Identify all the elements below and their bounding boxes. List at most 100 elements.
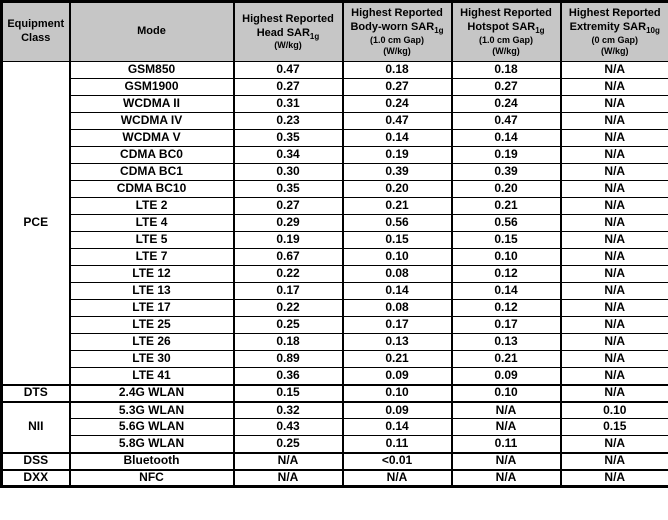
head-sar-cell: 0.25 bbox=[232, 435, 344, 453]
header-line: Body-worn SAR bbox=[350, 21, 435, 34]
body-worn-sar-cell: 0.09 bbox=[341, 400, 453, 419]
head-sar-cell: 0.23 bbox=[232, 112, 344, 130]
extremity-sar-cell: N/A bbox=[559, 78, 668, 96]
head-sar-cell: 0.27 bbox=[232, 78, 344, 96]
hotspot-sar-cell: 0.39 bbox=[450, 163, 562, 181]
header-unit: (W/kg) bbox=[383, 45, 411, 56]
mode-cell: CDMA BC10 bbox=[68, 180, 235, 198]
hotspot-sar-cell: 0.12 bbox=[450, 265, 562, 283]
mode-cell: WCDMA V bbox=[68, 129, 235, 147]
extremity-sar-cell: N/A bbox=[559, 282, 668, 300]
body-worn-sar-cell: 0.24 bbox=[341, 95, 453, 113]
head-sar-cell: 0.18 bbox=[232, 333, 344, 351]
mode-cell: LTE 4 bbox=[68, 214, 235, 232]
table-row: LTE 4 0.29 0.56 0.56 N/A bbox=[2, 214, 668, 232]
equipment-class-cell: PCE bbox=[0, 61, 71, 385]
hotspot-sar-cell: 0.10 bbox=[450, 383, 562, 402]
head-sar-cell: 0.19 bbox=[232, 231, 344, 249]
mode-cell: GSM1900 bbox=[68, 78, 235, 96]
extremity-sar-cell: N/A bbox=[559, 197, 668, 215]
hotspot-sar-cell: 0.19 bbox=[450, 146, 562, 164]
head-sar-cell: N/A bbox=[232, 468, 344, 487]
extremity-sar-cell: 0.10 bbox=[559, 400, 668, 419]
mode-cell: GSM850 bbox=[68, 61, 235, 79]
hotspot-sar-cell: 0.21 bbox=[450, 350, 562, 368]
head-sar-cell: 0.34 bbox=[232, 146, 344, 164]
mode-cell: LTE 7 bbox=[68, 248, 235, 266]
equipment-class-cell: DXX bbox=[0, 468, 71, 487]
header-hotspot-sar: Highest Reported Hotspot SAR1g (1.0 cm G… bbox=[450, 1, 562, 62]
mode-cell: NFC bbox=[68, 468, 235, 487]
head-sar-cell: 0.47 bbox=[232, 61, 344, 79]
sar-subscript: 1g bbox=[434, 26, 444, 36]
body-worn-sar-cell: 0.15 bbox=[341, 231, 453, 249]
header-equipment-class: Equipment Class bbox=[0, 1, 71, 62]
table-row: LTE 30 0.89 0.21 0.21 N/A bbox=[2, 350, 668, 368]
head-sar-cell: 0.67 bbox=[232, 248, 344, 266]
mode-cell: LTE 26 bbox=[68, 333, 235, 351]
head-sar-cell: 0.43 bbox=[232, 418, 344, 436]
body-worn-sar-cell: 0.14 bbox=[341, 129, 453, 147]
mode-cell: 2.4G WLAN bbox=[68, 383, 235, 402]
body-worn-sar-cell: 0.13 bbox=[341, 333, 453, 351]
table-row: LTE 25 0.25 0.17 0.17 N/A bbox=[2, 316, 668, 334]
extremity-sar-cell: N/A bbox=[559, 180, 668, 198]
mode-cell: WCDMA IV bbox=[68, 112, 235, 130]
mode-cell: LTE 17 bbox=[68, 299, 235, 317]
extremity-sar-cell: N/A bbox=[559, 435, 668, 453]
table-row: NII 5.3G WLAN 0.32 0.09 N/A 0.10 bbox=[0, 400, 668, 453]
body-worn-sar-cell: 0.14 bbox=[341, 282, 453, 300]
body-worn-sar-cell: 0.09 bbox=[341, 367, 453, 385]
extremity-sar-cell: N/A bbox=[559, 367, 668, 385]
header-line: Highest Reported bbox=[568, 7, 661, 20]
hotspot-sar-cell: 0.17 bbox=[450, 316, 562, 334]
head-sar-cell: 0.35 bbox=[232, 180, 344, 198]
extremity-sar-cell: N/A bbox=[559, 231, 668, 249]
body-worn-sar-cell: 0.08 bbox=[341, 299, 453, 317]
body-worn-sar-cell: 0.39 bbox=[341, 163, 453, 181]
body-worn-sar-cell: 0.17 bbox=[341, 316, 453, 334]
hotspot-sar-cell: 0.18 bbox=[450, 61, 562, 79]
head-sar-cell: 0.22 bbox=[232, 299, 344, 317]
table-row: LTE 13 0.17 0.14 0.14 N/A bbox=[2, 282, 668, 300]
extremity-sar-cell: N/A bbox=[559, 61, 668, 79]
mode-cell: LTE 30 bbox=[68, 350, 235, 368]
sar-summary-table: Equipment Class Mode Highest Reported He… bbox=[0, 0, 668, 488]
mode-cell: CDMA BC0 bbox=[68, 146, 235, 164]
hotspot-sar-cell: 0.09 bbox=[450, 367, 562, 385]
table-row: LTE 17 0.22 0.08 0.12 N/A bbox=[2, 299, 668, 317]
mode-cell: Bluetooth bbox=[68, 451, 235, 470]
head-sar-cell: N/A bbox=[232, 451, 344, 470]
header-line: Hotspot SAR bbox=[467, 21, 536, 34]
header-line: Extremity SAR bbox=[569, 21, 647, 34]
table-row: WCDMA V 0.35 0.14 0.14 N/A bbox=[2, 129, 668, 147]
table-row: PCE GSM850 0.47 0.18 0.18 N/A bbox=[0, 61, 668, 385]
mode-cell: LTE 12 bbox=[68, 265, 235, 283]
hotspot-sar-cell: 0.20 bbox=[450, 180, 562, 198]
extremity-sar-cell: N/A bbox=[559, 316, 668, 334]
body-worn-sar-cell: 0.27 bbox=[341, 78, 453, 96]
mode-cell: LTE 25 bbox=[68, 316, 235, 334]
extremity-sar-cell: N/A bbox=[559, 451, 668, 470]
mode-cell: LTE 2 bbox=[68, 197, 235, 215]
head-sar-cell: 0.89 bbox=[232, 350, 344, 368]
equipment-class-cell: NII bbox=[0, 400, 71, 453]
hotspot-sar-cell: 0.21 bbox=[450, 197, 562, 215]
body-worn-sar-cell: 0.21 bbox=[341, 350, 453, 368]
head-sar-cell: 0.35 bbox=[232, 129, 344, 147]
table-row: DXX NFC N/A N/A N/A N/A bbox=[0, 468, 668, 487]
head-sar-cell: 0.22 bbox=[232, 265, 344, 283]
head-sar-cell: 0.17 bbox=[232, 282, 344, 300]
sar-subscript: 1g bbox=[309, 31, 320, 41]
hotspot-sar-cell: 0.15 bbox=[450, 231, 562, 249]
mode-cell: CDMA BC1 bbox=[68, 163, 235, 181]
mode-cell: LTE 13 bbox=[68, 282, 235, 300]
header-line: Highest Reported bbox=[460, 7, 552, 20]
table-row: LTE 41 0.36 0.09 0.09 N/A bbox=[2, 367, 668, 385]
hotspot-sar-cell: N/A bbox=[450, 451, 562, 470]
table-row: 5.6G WLAN 0.43 0.14 N/A 0.15 bbox=[2, 418, 668, 436]
body-worn-sar-cell: 0.08 bbox=[341, 265, 453, 283]
table-header: Equipment Class Mode Highest Reported He… bbox=[0, 1, 668, 62]
table-row: DSS Bluetooth N/A <0.01 N/A N/A bbox=[0, 451, 668, 470]
